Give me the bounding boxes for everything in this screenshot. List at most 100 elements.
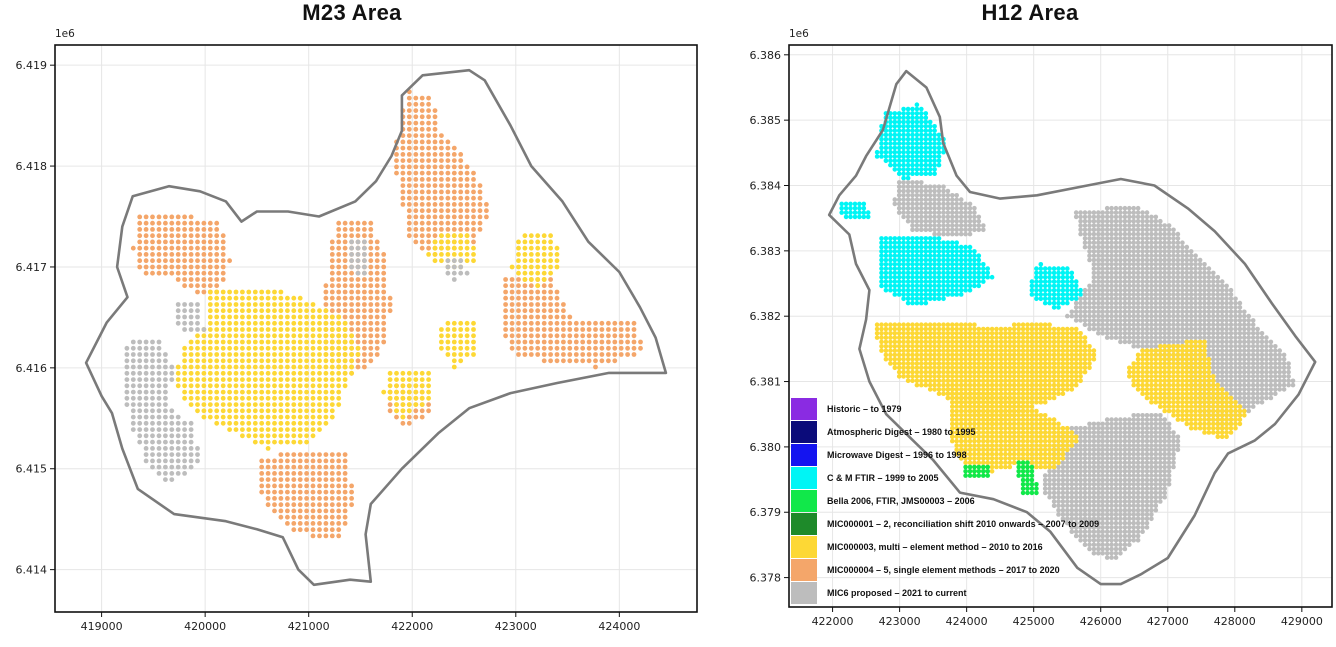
sample-point [349,345,354,351]
sample-point [471,195,476,201]
sample-point [865,214,871,220]
sample-point [1127,270,1132,276]
sample-point [1175,443,1181,448]
sample-point [182,283,188,289]
sample-point [1104,214,1110,220]
sample-point [1206,287,1212,293]
sample-point [1149,460,1154,466]
sample-point [304,408,309,414]
sample-point [923,158,929,164]
sample-point [1109,318,1114,323]
sample-point [1153,270,1159,276]
sample-point [297,314,303,320]
sample-point [400,164,406,170]
sample-point [1153,262,1159,267]
sample-point [1140,240,1145,245]
sample-point [464,239,470,245]
sample-point [1087,469,1092,474]
sample-point [1215,305,1221,310]
sample-point [1082,231,1088,237]
sample-point [297,345,303,351]
sample-point [278,402,284,407]
sample-point [1135,533,1141,539]
sample-point [310,420,316,426]
sample-point [541,289,547,295]
sample-point [1140,279,1145,284]
sample-point [1144,516,1150,522]
sample-point [368,345,374,351]
sample-point [905,167,911,172]
sample-point [516,314,521,320]
sample-point [914,128,920,133]
sample-point [329,389,335,395]
sample-point [188,352,194,357]
sample-point [1113,494,1119,500]
sample-point [1166,477,1172,483]
sample-point [945,244,951,250]
sample-point [156,339,162,345]
sample-point [1096,469,1101,474]
sample-point [509,339,515,345]
sample-point [336,452,342,457]
sample-point [323,352,329,357]
sample-point [892,348,898,353]
sample-point [914,132,920,138]
sample-point [1153,469,1159,474]
sample-point [1113,460,1119,466]
sample-point [923,253,929,258]
sample-point [941,149,946,155]
sample-point [1091,231,1097,237]
sample-point [901,167,906,172]
sample-point [291,458,297,464]
sample-point [169,214,175,220]
sample-point [919,145,924,151]
sample-point [910,223,915,228]
sample-point [950,240,955,245]
sample-point [516,345,521,351]
sample-point [1118,331,1123,336]
sample-point [967,283,973,289]
sample-point [1219,356,1225,362]
sample-point [1034,270,1039,276]
h12-title: H12 Area [981,0,1079,25]
sample-point [1224,292,1229,297]
sample-point [958,227,964,233]
sample-point [1109,253,1114,258]
sample-point [419,133,425,139]
sample-point [1162,227,1167,233]
sample-point [368,320,374,326]
sample-point [182,314,188,320]
sample-point [201,364,207,370]
sample-point [865,210,871,215]
sample-point [941,296,946,302]
sample-point [188,327,194,332]
sample-point [1193,309,1198,315]
sample-point [503,277,508,282]
sample-point [477,195,483,201]
sample-point [1096,309,1101,315]
sample-point [1153,486,1159,491]
sample-point [214,233,220,239]
sample-point [522,264,528,270]
sample-point [883,322,889,328]
x-tick-label: 421000 [288,620,330,633]
sample-point [1158,494,1163,500]
sample-point [883,335,889,340]
sample-point [1118,494,1123,500]
sample-point [1109,257,1114,263]
sample-point [1149,322,1154,328]
sample-point [896,180,902,185]
sample-point [342,327,348,332]
sample-point [1242,352,1247,358]
sample-point [419,414,425,420]
sample-point [182,364,188,370]
sample-point [175,414,181,420]
sample-point [227,377,233,382]
sample-point [1127,287,1132,293]
sample-point [1180,262,1185,267]
sample-point [374,339,380,345]
sample-point [297,514,303,520]
sample-point [451,233,457,239]
sample-point [329,289,335,295]
sample-point [1100,223,1105,228]
